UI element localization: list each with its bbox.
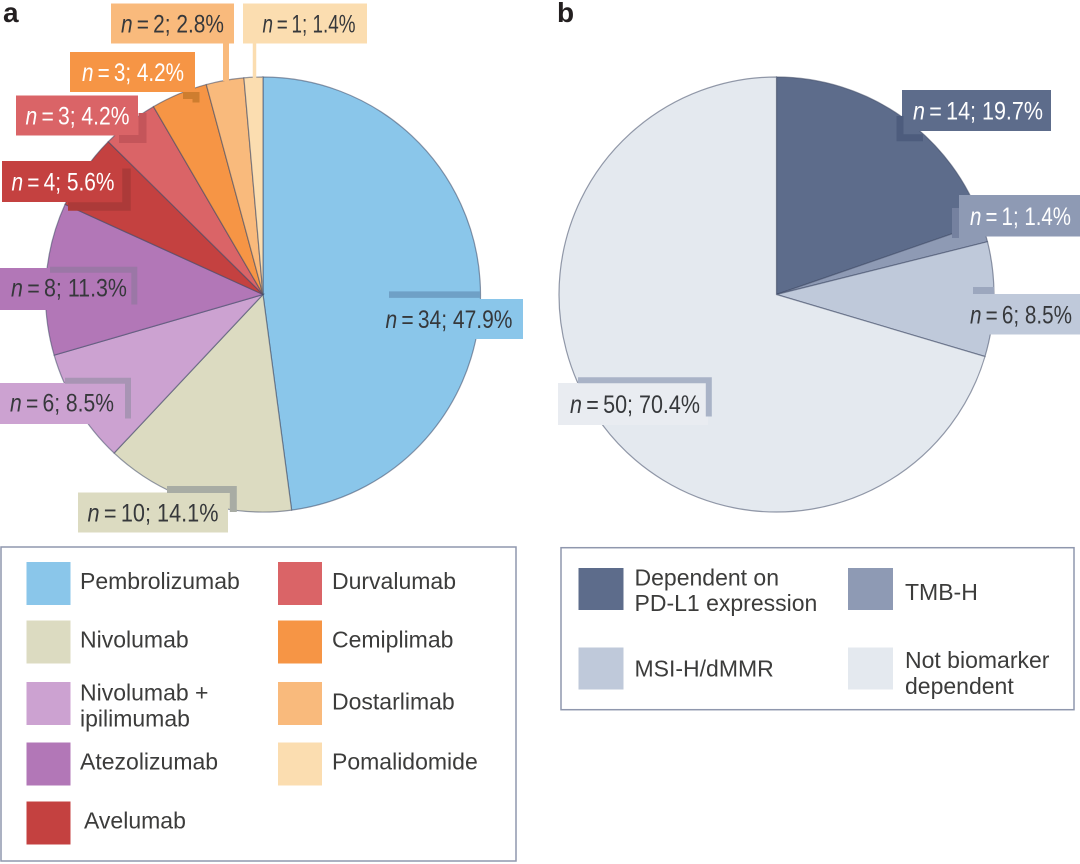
svg-text:b: b bbox=[557, 0, 574, 28]
svg-text:a: a bbox=[3, 0, 19, 28]
svg-text:Cemiplimab: Cemiplimab bbox=[332, 627, 453, 653]
svg-text:Pomalidomide: Pomalidomide bbox=[332, 749, 478, 775]
svg-text:Pembrolizumab: Pembrolizumab bbox=[80, 568, 240, 594]
svg-text:n = 34; 47.9%: n = 34; 47.9% bbox=[386, 306, 513, 334]
svg-text:MSI-H/dMMR: MSI-H/dMMR bbox=[635, 656, 774, 682]
svg-text:n = 3; 4.2%: n = 3; 4.2% bbox=[26, 103, 130, 131]
svg-text:n = 10; 14.1%: n = 10; 14.1% bbox=[88, 500, 219, 528]
svg-text:TMB-H: TMB-H bbox=[905, 579, 978, 605]
svg-text:n = 14; 19.7%: n = 14; 19.7% bbox=[913, 98, 1043, 126]
svg-text:ipilimumab: ipilimumab bbox=[80, 706, 190, 732]
svg-text:dependent: dependent bbox=[905, 673, 1014, 699]
svg-text:Durvalumab: Durvalumab bbox=[332, 568, 456, 594]
svg-text:Dependent on: Dependent on bbox=[635, 565, 780, 591]
svg-text:n = 3; 4.2%: n = 3; 4.2% bbox=[82, 59, 184, 87]
svg-text:Nivolumab: Nivolumab bbox=[80, 627, 189, 653]
svg-text:Atezolizumab: Atezolizumab bbox=[80, 749, 218, 775]
svg-text:n = 1; 1.4%: n = 1; 1.4% bbox=[970, 203, 1071, 231]
svg-text:n = 50; 70.4%: n = 50; 70.4% bbox=[570, 391, 700, 419]
svg-text:n = 1; 1.4%: n = 1; 1.4% bbox=[263, 11, 356, 39]
svg-text:n = 6; 8.5%: n = 6; 8.5% bbox=[10, 390, 114, 418]
svg-text:PD-L1 expression: PD-L1 expression bbox=[635, 590, 818, 616]
svg-text:n = 8; 11.3%: n = 8; 11.3% bbox=[11, 275, 127, 303]
svg-text:n = 2; 2.8%: n = 2; 2.8% bbox=[121, 11, 224, 39]
svg-text:Dostarlimab: Dostarlimab bbox=[332, 689, 455, 715]
svg-text:n = 6; 8.5%: n = 6; 8.5% bbox=[970, 302, 1072, 330]
svg-text:Not biomarker: Not biomarker bbox=[905, 647, 1050, 673]
svg-text:n = 4; 5.6%: n = 4; 5.6% bbox=[12, 169, 115, 197]
svg-text:Nivolumab +: Nivolumab + bbox=[80, 680, 208, 706]
svg-text:Avelumab: Avelumab bbox=[84, 808, 186, 834]
